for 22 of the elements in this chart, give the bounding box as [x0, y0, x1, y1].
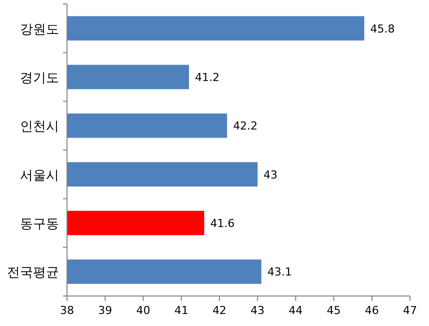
data-label: 42.2: [233, 120, 258, 133]
y-tick-label: 동구동: [20, 217, 59, 232]
y-tick-label: 서울시: [20, 168, 59, 184]
y-tick-label: 경기도: [20, 71, 59, 86]
y-tick-label: 강원도: [20, 22, 59, 38]
x-tick-label: 38: [60, 304, 74, 317]
data-label: 43.1: [267, 266, 292, 279]
x-tick-label: 47: [403, 304, 417, 317]
x-tick-label: 43: [250, 304, 265, 317]
x-tick-label: 39: [98, 304, 112, 317]
x-tick-label: 42: [212, 304, 226, 317]
y-tick-label: 인천시: [20, 120, 59, 135]
data-label: 41.6: [210, 217, 235, 230]
data-label: 41.2: [194, 71, 220, 84]
x-tick-label: 40: [136, 304, 150, 317]
x-tick-label: 41: [174, 304, 188, 317]
x-tick-label: 45: [326, 304, 341, 317]
x-tick-label: 46: [364, 304, 379, 317]
y-tick-label: 전국평균: [7, 266, 59, 281]
x-tick-label: 44: [288, 304, 303, 317]
data-label: 45.8: [370, 22, 395, 36]
data-label: 43: [264, 168, 278, 182]
